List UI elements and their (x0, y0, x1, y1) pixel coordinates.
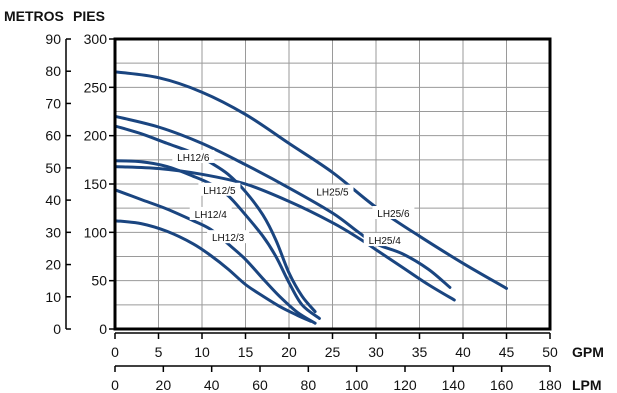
pump-curve-lh25-6 (113, 70, 508, 290)
metros-tick-label: 0 (53, 321, 61, 337)
gpm-tick-label: 30 (368, 344, 384, 360)
gpm-tick-label: 15 (238, 344, 254, 360)
gpm-tick-label: 50 (542, 344, 558, 360)
lpm-tick-label: 0 (111, 377, 119, 393)
pump-curve-lh12-3 (113, 219, 313, 323)
curve-label-background (198, 182, 241, 196)
lpm-tick-label: 20 (156, 377, 172, 393)
pump-curve-lh25-4 (113, 165, 456, 302)
pump-curve-lh12-4 (113, 188, 317, 325)
curve-label-background (311, 184, 354, 198)
metros-tick-label: 70 (45, 95, 61, 111)
lpm-tick-label: 180 (538, 377, 562, 393)
gpm-unit-label: GPM (572, 344, 604, 360)
lpm-tick-label: 60 (252, 377, 268, 393)
metros-unit-label: METROS (4, 8, 64, 24)
unit-labels: METROS PIES GPM LPM (4, 8, 604, 393)
metros-tick-label: 60 (45, 128, 61, 144)
metros-tick-label: 90 (45, 31, 61, 47)
curve-label-background (207, 230, 250, 244)
curve-label-background (189, 206, 232, 220)
metros-tick-label: 50 (45, 160, 61, 176)
curve-label-background (372, 206, 415, 219)
lpm-tick-label: 160 (490, 377, 514, 393)
curve-label-lh25-5: LH25/5 (316, 188, 349, 199)
lpm-tick-label: 100 (345, 377, 369, 393)
pies-tick-label: 250 (84, 79, 108, 95)
gpm-tick-label: 10 (194, 344, 210, 360)
metros-tick-label: 80 (45, 63, 61, 79)
pies-tick-label: 0 (99, 321, 107, 337)
gpm-tick-label: 25 (325, 344, 341, 360)
gpm-tick-label: 35 (412, 344, 428, 360)
curve-label-lh25-4: LH25/4 (369, 236, 402, 247)
pies-tick-label: 100 (84, 224, 108, 240)
lpm-tick-label: 140 (442, 377, 466, 393)
pies-tick-label: 150 (84, 176, 108, 192)
pump-curves (113, 70, 508, 325)
curve-label-lh25-6: LH25/6 (377, 209, 410, 220)
gpm-tick-label: 20 (281, 344, 297, 360)
lpm-tick-label: 80 (301, 377, 317, 393)
curve-label-lh12-5: LH12/5 (203, 186, 236, 197)
curve-label-lh12-6: LH12/6 (177, 153, 210, 164)
curve-labels: LH12/3 LH12/4 LH12/5 LH12/6 LH25/4 LH25/5 LH25… (172, 149, 415, 247)
metros-tick-label: 10 (45, 289, 61, 305)
gpm-tick-label: 45 (499, 344, 515, 360)
lpm-tick-label: 120 (393, 377, 417, 393)
lpm-tick-label: 40 (204, 377, 220, 393)
pump-curve-lh25-5 (113, 114, 452, 289)
gpm-tick-label: 5 (155, 344, 163, 360)
curve-label-lh12-3: LH12/3 (212, 233, 245, 244)
curve-label-background (172, 149, 215, 163)
gpm-tick-label: 0 (111, 344, 119, 360)
pump-curve-lh12-5 (113, 159, 321, 320)
curve-label-lh12-4: LH12/4 (195, 210, 228, 221)
grid-lines (115, 39, 550, 329)
pies-tick-label: 300 (84, 31, 108, 47)
metros-tick-label: 20 (45, 257, 61, 273)
curve-label-background (363, 233, 406, 247)
lpm-unit-label: LPM (572, 377, 602, 393)
gpm-tick-label: 40 (455, 344, 471, 360)
pies-tick-label: 50 (91, 273, 107, 289)
pies-unit-label: PIES (73, 8, 105, 24)
metros-tick-label: 40 (45, 192, 61, 208)
metros-tick-label: 30 (45, 224, 61, 240)
pies-tick-label: 200 (84, 128, 108, 144)
